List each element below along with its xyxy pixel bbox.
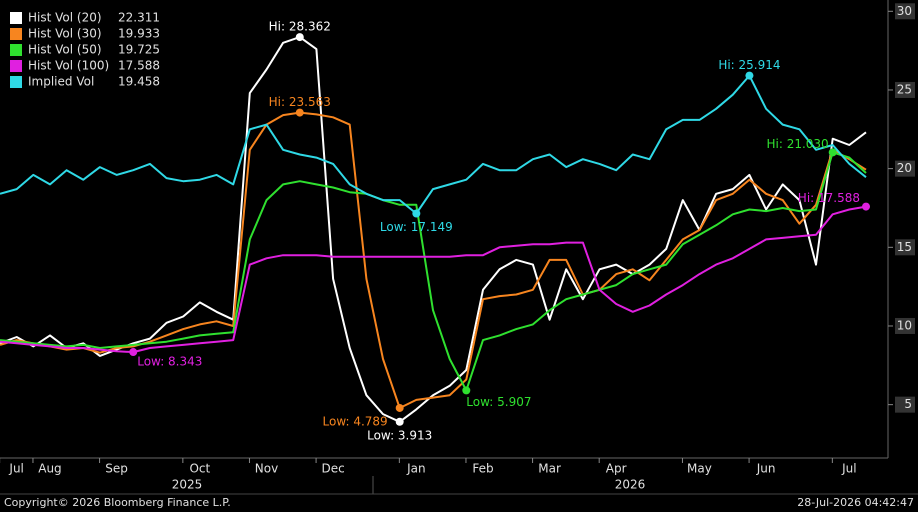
legend-value: 17.588 bbox=[118, 59, 160, 73]
extreme-marker bbox=[129, 348, 138, 357]
series-line bbox=[0, 205, 867, 354]
x-tick-label: Oct bbox=[189, 462, 210, 476]
x-tick-label: Jun bbox=[756, 462, 776, 476]
y-tick-label: 30 bbox=[897, 4, 912, 18]
x-tick-label: Mar bbox=[538, 462, 561, 476]
extreme-marker bbox=[745, 71, 754, 80]
annotation: Low: 17.149 bbox=[380, 220, 453, 234]
y-tick-box bbox=[895, 160, 915, 177]
legend-swatch bbox=[10, 44, 22, 56]
extreme-marker bbox=[862, 202, 870, 211]
y-tick-label: 15 bbox=[897, 240, 912, 254]
legend-label: Hist Vol (30) bbox=[28, 27, 102, 41]
legend-value: 22.311 bbox=[118, 11, 160, 25]
x-tick-label: Jul bbox=[8, 462, 23, 476]
legend-label: Hist Vol (20) bbox=[28, 11, 102, 25]
legend-swatch bbox=[10, 28, 22, 40]
annotation: Low: 3.913 bbox=[367, 428, 432, 442]
x-tick-label: Apr bbox=[606, 462, 627, 476]
x-tick-label: Jul bbox=[841, 462, 856, 476]
extreme-marker bbox=[828, 148, 837, 157]
annotation: Low: 4.789 bbox=[323, 414, 388, 428]
series-line bbox=[0, 151, 867, 392]
y-tick-label: 5 bbox=[904, 397, 912, 411]
annotation: Hi: 23.563 bbox=[269, 95, 331, 109]
legend-box bbox=[6, 9, 166, 93]
y-tick-box bbox=[895, 396, 915, 413]
x-tick-label: May bbox=[687, 462, 712, 476]
y-tick-label: 20 bbox=[897, 161, 912, 175]
y-tick-label: 10 bbox=[897, 318, 912, 332]
legend-swatch bbox=[10, 12, 22, 24]
annotation: Low: 8.343 bbox=[137, 355, 202, 369]
legend-label: Hist Vol (100) bbox=[28, 59, 109, 73]
legend-value: 19.725 bbox=[118, 43, 160, 57]
annotation: Hi: 17.588 bbox=[798, 191, 860, 205]
year-label: 2026 bbox=[615, 478, 646, 492]
extreme-marker bbox=[395, 417, 404, 426]
extreme-marker bbox=[412, 209, 421, 218]
annotation: Hi: 25.914 bbox=[718, 58, 780, 72]
copyright: Copyright© 2026 Bloomberg Finance L.P. bbox=[4, 496, 231, 509]
x-tick-label: Feb bbox=[472, 462, 493, 476]
x-tick-label: Sep bbox=[105, 462, 128, 476]
y-tick-label: 25 bbox=[897, 82, 912, 96]
extreme-marker bbox=[295, 33, 304, 42]
legend-value: 19.933 bbox=[118, 27, 160, 41]
legend-label: Hist Vol (50) bbox=[28, 43, 102, 57]
year-label: 2025 bbox=[172, 478, 203, 492]
series-line bbox=[0, 36, 867, 423]
timestamp: 28-Jul-2026 04:42:47 bbox=[797, 496, 914, 509]
annotation: Low: 5.907 bbox=[466, 395, 531, 409]
x-tick-label: Dec bbox=[321, 462, 344, 476]
legend-value: 19.458 bbox=[118, 75, 160, 89]
annotation: Hi: 28.362 bbox=[269, 20, 331, 34]
annotation: Hi: 21.030 bbox=[766, 137, 828, 151]
y-tick-box bbox=[895, 239, 915, 256]
extreme-marker bbox=[295, 108, 304, 117]
y-tick-box bbox=[895, 81, 915, 98]
extreme-marker bbox=[462, 386, 471, 395]
x-tick-label: Jan bbox=[406, 462, 426, 476]
extreme-marker bbox=[395, 403, 404, 412]
y-tick-box bbox=[895, 317, 915, 334]
legend-swatch bbox=[10, 60, 22, 72]
legend-swatch bbox=[10, 76, 22, 88]
x-tick-label: Nov bbox=[255, 462, 278, 476]
y-tick-box bbox=[895, 3, 915, 20]
legend-label: Implied Vol bbox=[28, 75, 94, 89]
series-line bbox=[0, 74, 867, 215]
x-tick-label: Aug bbox=[38, 462, 61, 476]
